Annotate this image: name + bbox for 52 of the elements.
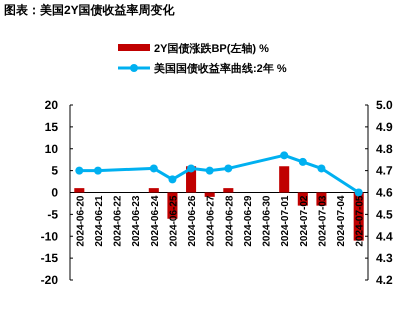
x-tick-label: 2024-07-02 bbox=[298, 195, 310, 247]
x-tick-label: 2024-06-25 bbox=[168, 195, 180, 247]
x-tick-label: 2024-06-21 bbox=[94, 195, 105, 247]
y-tick-label: -10 bbox=[40, 229, 58, 244]
x-tick-label: 2024-07-03 bbox=[317, 195, 328, 247]
legend-label: 美国国债收益率曲线:2年 % bbox=[153, 62, 287, 75]
y2-tick-label: 4.7 bbox=[376, 164, 394, 178]
legend-label: 2Y国债涨跌BP(左轴) % bbox=[154, 42, 270, 55]
y2-tick-label: 4.8 bbox=[376, 142, 394, 156]
bar bbox=[148, 188, 159, 192]
point bbox=[298, 158, 307, 166]
x-tick-label: 2024-06-27 bbox=[206, 195, 217, 247]
y2-tick-label: 4.9 bbox=[376, 120, 394, 134]
y2-tick-label: 4.4 bbox=[376, 229, 394, 244]
y2-tick-label: 4.3 bbox=[376, 251, 394, 266]
y2-tick-label: 4.6 bbox=[376, 186, 394, 200]
y-tick-label: 15 bbox=[44, 120, 58, 134]
point bbox=[75, 166, 84, 175]
y-tick-label: 10 bbox=[44, 142, 58, 156]
y-tick-label: 5 bbox=[51, 164, 58, 178]
y-tick-label: 0 bbox=[51, 186, 58, 200]
point bbox=[317, 164, 326, 172]
y-tick-label: -15 bbox=[40, 251, 58, 266]
x-tick-label: 2024-06-22 bbox=[112, 195, 124, 247]
x-tick-label: 2024-06-20 bbox=[75, 195, 86, 247]
bar bbox=[74, 188, 84, 192]
point bbox=[280, 151, 288, 160]
x-tick-label: 2024-07-05 bbox=[354, 195, 366, 247]
y-tick-label: -5 bbox=[47, 207, 58, 222]
y2-tick-label: 4.5 bbox=[376, 207, 394, 222]
point bbox=[206, 166, 214, 175]
y2-tick-label: 4.2 bbox=[376, 273, 394, 287]
y2-tick-label: 5.0 bbox=[376, 98, 394, 112]
point bbox=[150, 164, 158, 172]
y-tick-label: -20 bbox=[40, 273, 58, 287]
x-tick-label: 2024-07-04 bbox=[336, 195, 348, 247]
x-tick-label: 2024-06-26 bbox=[187, 195, 198, 247]
point bbox=[224, 164, 232, 172]
x-tick-label: 2024-07-01 bbox=[280, 195, 292, 247]
point bbox=[168, 175, 176, 184]
chart-title: 图表：美国2Y国债收益率周变化 bbox=[4, 3, 176, 17]
x-tick-label: 2024-06-29 bbox=[242, 195, 254, 247]
bar bbox=[223, 188, 234, 192]
y-tick-label: 20 bbox=[44, 98, 58, 112]
x-tick-label: 2024-06-28 bbox=[224, 195, 236, 247]
x-tick-label: 2024-06-24 bbox=[150, 195, 161, 247]
point bbox=[187, 164, 196, 172]
point bbox=[94, 166, 102, 175]
bar bbox=[279, 166, 290, 192]
bar bbox=[204, 192, 215, 197]
x-tick-label: 2024-06-23 bbox=[131, 195, 142, 247]
x-tick-label: 2024-06-30 bbox=[262, 195, 273, 247]
